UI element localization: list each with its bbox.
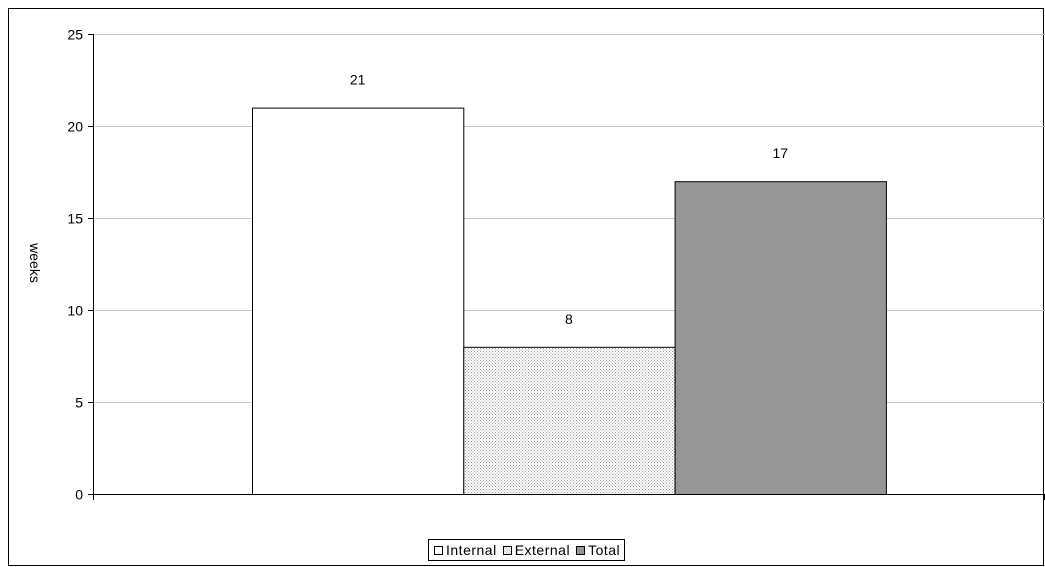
bars xyxy=(252,107,887,495)
data-labels: 21 8 17 xyxy=(350,72,788,327)
bar-internal xyxy=(252,107,465,495)
y-tick-label-0: 0 xyxy=(75,487,83,503)
y-tick-label-25: 25 xyxy=(67,27,83,43)
legend-item-total: Total xyxy=(576,542,620,558)
bar-total xyxy=(674,181,887,495)
legend-swatch-external xyxy=(502,545,512,555)
y-tick-label-20: 20 xyxy=(67,119,83,135)
data-label-internal: 21 xyxy=(350,72,366,88)
y-tick-label-5: 5 xyxy=(75,395,83,411)
legend-swatch-internal xyxy=(434,545,443,555)
bar-external xyxy=(463,346,676,495)
legend: Internal External Total xyxy=(428,539,626,561)
y-tick-label-10: 10 xyxy=(67,303,83,319)
legend-label-external: External xyxy=(514,542,571,558)
legend-item-internal: Internal xyxy=(434,542,497,558)
legend-label-internal: Internal xyxy=(446,542,497,558)
y-tick-label-15: 15 xyxy=(67,211,83,227)
data-label-external: 8 xyxy=(565,311,573,327)
legend-item-external: External xyxy=(502,542,571,558)
legend-swatch-total xyxy=(576,545,586,555)
chart-frame xyxy=(8,8,1044,566)
legend-label-total: Total xyxy=(588,542,621,558)
y-axis-label: weeks xyxy=(27,242,43,283)
data-label-total: 17 xyxy=(772,145,788,161)
